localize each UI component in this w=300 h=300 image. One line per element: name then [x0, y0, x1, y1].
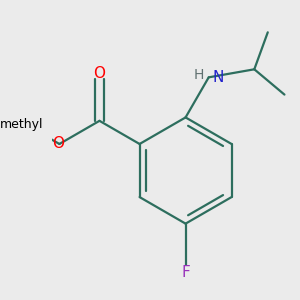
Text: O: O [52, 136, 64, 152]
Text: F: F [181, 265, 190, 280]
Text: N: N [213, 70, 224, 85]
Text: H: H [193, 68, 204, 82]
Text: methyl: methyl [0, 118, 44, 131]
Text: O: O [94, 66, 106, 81]
